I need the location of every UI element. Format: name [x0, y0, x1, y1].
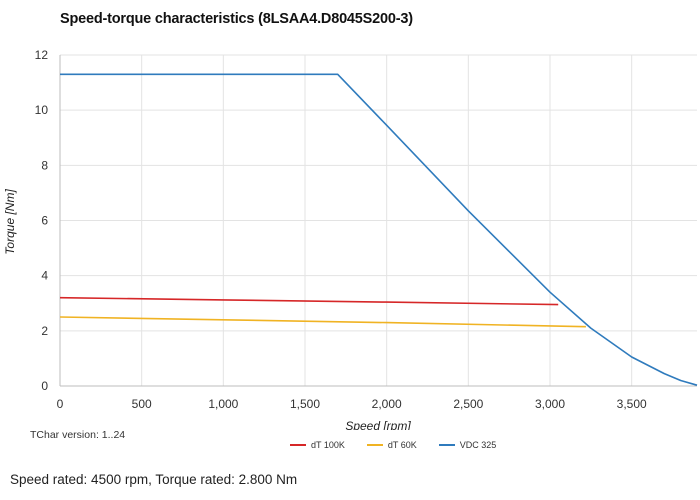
x-tick-label: 3,000 [535, 397, 565, 411]
series-line-dt-100k [59, 296, 559, 306]
x-tick-label: 0 [57, 397, 64, 411]
legend-item-vdc-325[interactable]: VDC 325 [438, 440, 497, 450]
y-tick-label: 2 [41, 324, 48, 338]
y-axis-label: Torque [Nm] [3, 189, 17, 255]
legend-swatch-icon [290, 444, 306, 446]
series-line-vdc-325 [60, 73, 698, 386]
legend-item-dt-60k[interactable]: dT 60K [366, 440, 417, 450]
y-tick-label: 8 [41, 158, 48, 172]
x-tick-label: 2,500 [453, 397, 483, 411]
series-line-dt-60k [59, 316, 586, 328]
legend-item-dt-100k[interactable]: dT 100K [290, 440, 345, 450]
y-tick-label: 12 [35, 48, 49, 62]
legend-label: VDC 325 [459, 440, 497, 450]
chart-title: Speed-torque characteristics (8LSAA4.D80… [60, 11, 413, 27]
x-tick-label: 1,000 [208, 397, 238, 411]
tchar-version-text: TChar version: 1..24 [30, 429, 126, 441]
legend-swatch-icon [366, 444, 383, 446]
x-tick-label: 500 [132, 397, 152, 411]
y-tick-label: 10 [35, 103, 49, 117]
x-tick-label: 1,500 [290, 397, 320, 411]
x-tick-label: 3,500 [617, 397, 647, 411]
x-tick-label: 2,000 [372, 397, 402, 411]
y-tick-label: 0 [41, 379, 48, 393]
legend-label: dT 100K [311, 440, 345, 450]
series-lines [59, 73, 698, 386]
speed-torque-chart: 0 2 4 6 8 10 12 0 500 1,000 1,500 2,000 2,500 3,000 3,… [3, 48, 698, 430]
legend: dT 100K dT 60K VDC 325 [290, 440, 496, 450]
x-axis-label: Speed [rpm] [345, 419, 411, 430]
y-tick-label: 4 [41, 269, 48, 283]
axes: 0 2 4 6 8 10 12 0 500 1,000 1,500 2,000 2,500 3,000 3,… [35, 48, 697, 411]
rated-values-text: Speed rated: 4500 rpm, Torque rated: 2.8… [10, 472, 298, 487]
legend-swatch-icon [438, 444, 455, 446]
legend-label: dT 60K [387, 440, 417, 450]
y-tick-label: 6 [41, 214, 48, 228]
